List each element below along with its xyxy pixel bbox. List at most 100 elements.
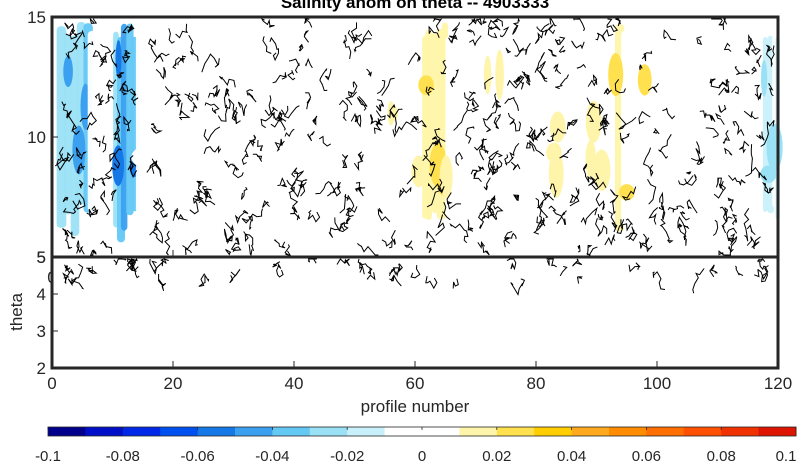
contour-line: [695, 141, 705, 164]
contour-line: [410, 264, 421, 279]
anomaly-spot: [94, 68, 112, 101]
contour-line: [113, 258, 127, 266]
anomaly-spot: [608, 53, 624, 97]
contour-line: [92, 137, 101, 147]
contour-line: [628, 262, 641, 273]
contour-line: [586, 103, 596, 122]
x-tick-label: 60: [406, 374, 425, 393]
contour-line: [536, 191, 547, 209]
contour-line: [339, 194, 350, 214]
contour-line: [151, 158, 162, 177]
anomaly-spot: [548, 149, 564, 198]
contour-line: [751, 236, 761, 248]
lower-x-ticks: 0 20 40 60 80 100 120: [47, 361, 792, 393]
contour-line: [65, 28, 82, 40]
contour-line: [116, 72, 125, 79]
anomaly-patch: [107, 28, 114, 226]
contour-line: [398, 186, 412, 199]
contour-line: [64, 239, 73, 250]
contour-line: [172, 207, 179, 221]
contour-line: [203, 126, 221, 143]
contour-line: [152, 219, 160, 233]
contour-line: [506, 258, 517, 271]
contour-line: [709, 264, 719, 278]
contour-line: [467, 219, 474, 232]
contour-line: [62, 196, 69, 203]
contour-line: [577, 244, 581, 253]
contour-line: [318, 135, 331, 147]
contour-line: [425, 86, 432, 96]
contour-line: [559, 265, 568, 277]
contour-line: [621, 186, 637, 201]
contour-line: [246, 89, 254, 96]
contour-line: [719, 206, 733, 222]
contour-line: [64, 264, 71, 274]
colorbar-tick-label: -0.1: [35, 448, 61, 465]
contour-line: [539, 60, 548, 80]
contour-line: [588, 172, 600, 186]
contour-line: [376, 79, 386, 95]
contour-line: [312, 115, 318, 126]
contour-line: [455, 151, 464, 166]
colorbar-tick-label: 0.08: [707, 448, 736, 465]
contour-line: [620, 218, 634, 232]
contour-line: [100, 240, 113, 254]
contour-line: [748, 38, 761, 56]
contour-line: [252, 153, 263, 162]
contour-line: [123, 115, 132, 132]
colorbar-tick-label: -0.02: [330, 448, 364, 465]
colorbar-segment: [160, 427, 199, 436]
contour-line: [223, 87, 230, 109]
contour-line: [290, 206, 301, 221]
contour-line: [614, 79, 626, 94]
upper-y-ticks: 5 10 15: [27, 8, 58, 267]
contour-line: [257, 139, 264, 151]
contour-line: [435, 214, 445, 236]
contour-line: [241, 153, 247, 166]
contour-line: [128, 23, 135, 32]
contour-line: [449, 69, 459, 88]
contour-line: [86, 266, 98, 275]
contour-line: [286, 170, 305, 187]
contour-line: [512, 17, 520, 35]
contour-line: [75, 147, 88, 160]
contour-line: [615, 18, 621, 27]
contour-line: [486, 194, 496, 213]
contour-line: [225, 248, 232, 256]
anomaly-spot: [270, 48, 279, 89]
contour-line: [466, 29, 476, 36]
contour-line: [188, 35, 199, 62]
colorbar-segment: [235, 427, 273, 436]
contour-line: [652, 127, 660, 135]
x-tick-label: 40: [285, 374, 304, 393]
contour-line: [243, 231, 255, 251]
contour-line: [366, 68, 372, 77]
y-tick-label: 2: [37, 359, 46, 378]
contour-line: [465, 126, 475, 144]
contour-line: [149, 258, 157, 276]
contour-line: [724, 147, 733, 156]
anomaly-spot: [115, 40, 122, 79]
contour-line: [548, 48, 557, 57]
contour-line: [638, 241, 653, 253]
contour-line: [356, 95, 368, 111]
contour-line: [126, 264, 140, 279]
contour-line: [686, 171, 692, 175]
contour-line: [270, 115, 286, 131]
contour-line: [113, 116, 122, 136]
contour-line: [232, 109, 241, 125]
contour-line: [338, 99, 348, 122]
contour-line: [727, 197, 734, 212]
contour-line: [559, 147, 572, 159]
contour-line: [437, 178, 445, 194]
contour-line: [178, 102, 191, 121]
contour-line: [67, 277, 85, 290]
contour-line: [677, 216, 690, 230]
contour-line: [184, 247, 192, 256]
colorbar-tick-label: 0.02: [482, 448, 511, 465]
contour-line: [434, 138, 442, 148]
anomaly-spot: [63, 55, 73, 88]
contour-line: [153, 258, 169, 273]
contour-line: [489, 205, 504, 221]
colorbar-tick-label: 0.1: [776, 448, 797, 465]
